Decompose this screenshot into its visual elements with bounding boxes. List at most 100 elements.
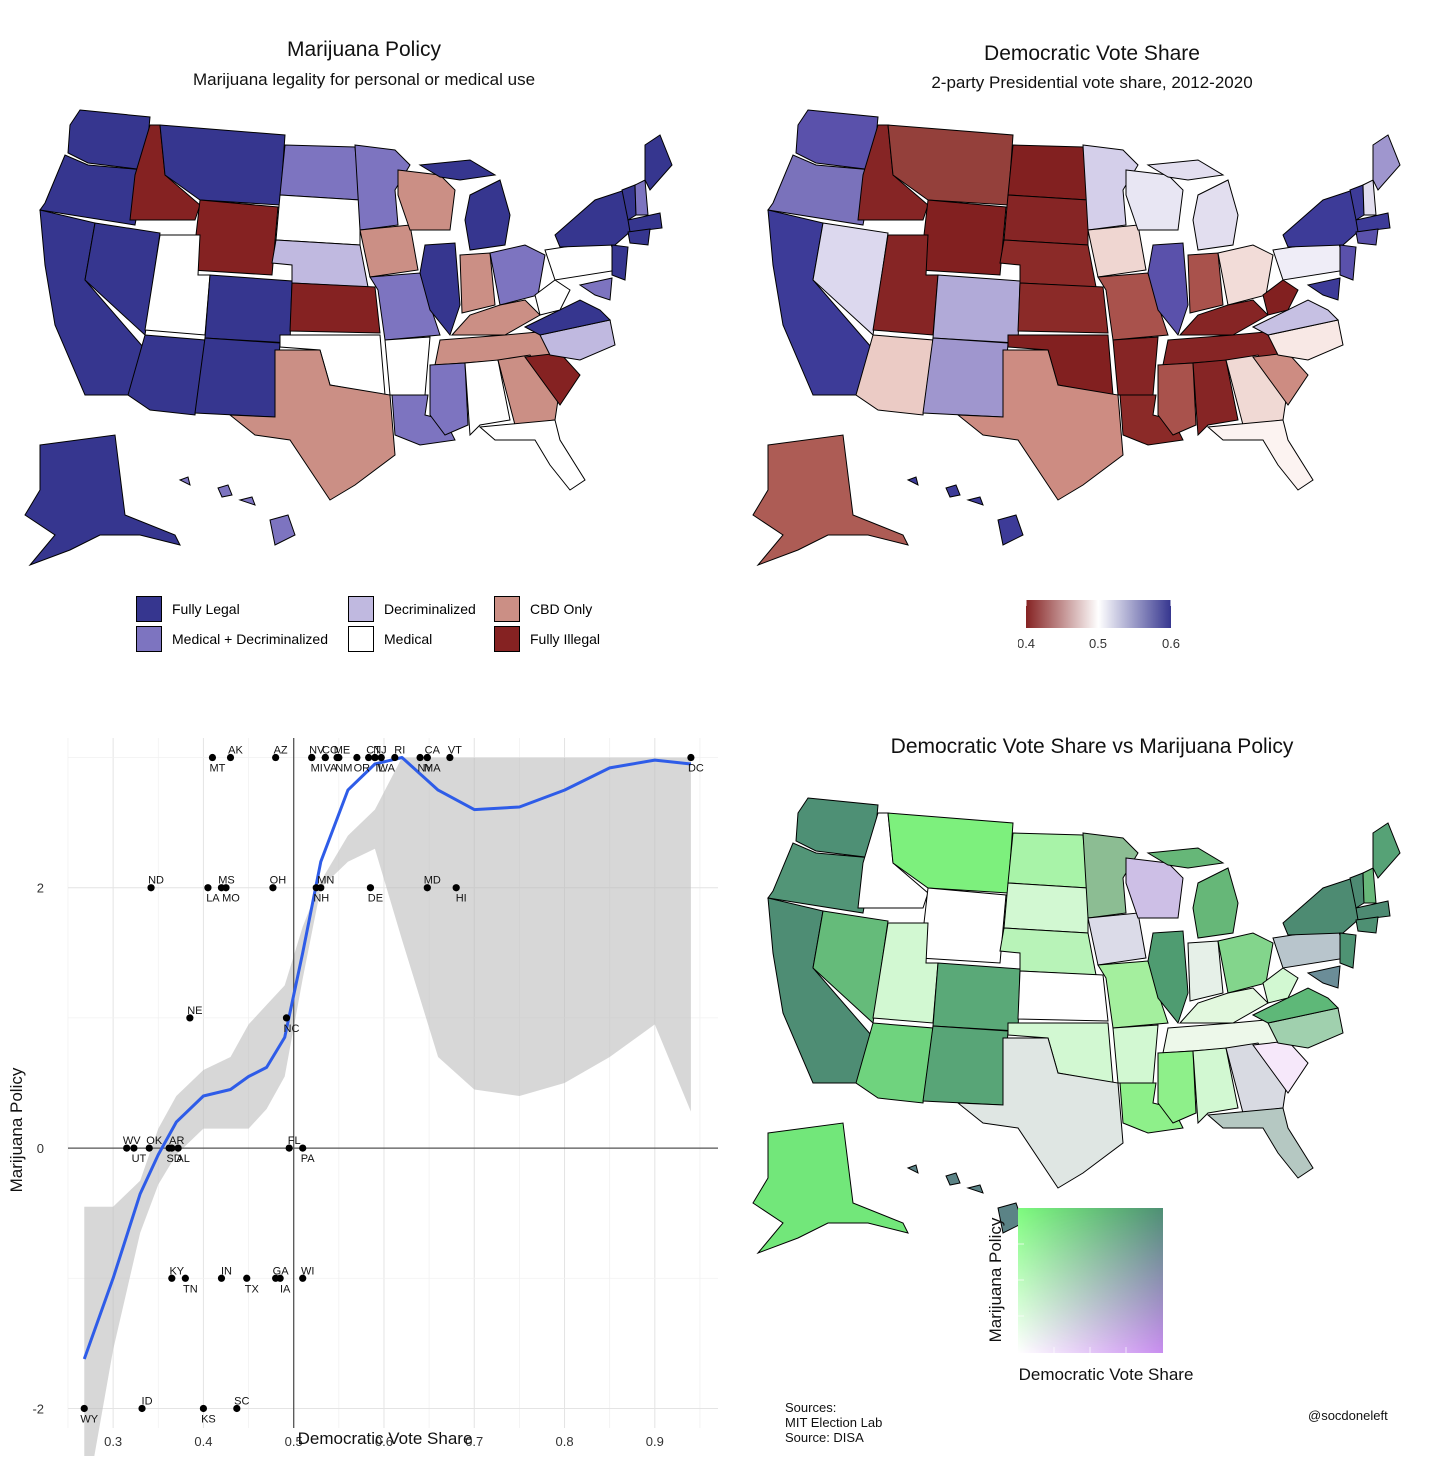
state-sd [1003,194,1089,246]
state-wa [795,109,879,171]
data-point [243,1274,251,1282]
state-ny [1282,877,1361,936]
sources-line: Sources: [785,1400,837,1415]
state-ne [271,239,369,288]
us-map-bivariate [752,797,1401,1255]
legend-swatch [494,596,520,622]
point-label: MA [424,763,441,775]
state-mt [887,812,1014,894]
state-wi [1125,857,1184,919]
data-point [130,1144,138,1152]
state-va [1251,987,1340,1024]
bivariate-legend: Marijuana Policy Democratic Vote Share [986,1208,1194,1384]
state-ct [627,228,651,246]
state-va [523,299,612,336]
state-nh [1362,867,1377,904]
state-ak [752,434,909,567]
x-tick-label: 0.4 [194,1434,212,1449]
state-hi [906,1164,1024,1234]
state-sc [1252,1040,1309,1094]
point-label: SC [234,1395,249,1407]
state-hi [906,476,1024,546]
state-nd [279,144,361,201]
point-label: DE [368,893,383,905]
legend-item: Medical + Decriminalized [136,624,328,654]
panel-subtitle: Marijuana legality for personal or medic… [192,70,536,89]
point-label: NM [335,763,352,775]
data-point [377,753,385,762]
point-label: IN [221,1265,232,1277]
state-va [1251,299,1340,336]
state-nj [1339,932,1357,969]
data-point [181,1274,189,1282]
point-label: MS [218,875,235,887]
point-label: NC [284,1023,300,1035]
state-me [1372,822,1401,879]
state-ar [384,336,431,396]
state-ga [497,354,559,426]
state-az [855,334,934,416]
data-point [147,884,155,892]
state-ct [1355,228,1379,246]
state-in [459,252,496,314]
data-point [333,753,341,762]
panel-subtitle: 2-party Presidential vote share, 2012-20… [931,73,1253,92]
state-nm [922,337,1009,418]
legend-label: Fully Illegal [530,631,601,647]
state-ga [1225,1042,1287,1114]
state-mt [887,124,1014,206]
x-tick-label: 0.3 [104,1434,122,1449]
state-il [1147,930,1189,1025]
state-oh [1217,932,1274,994]
point-label: MN [317,875,334,887]
smooth-line-layer [82,756,692,1360]
state-co [204,274,293,344]
y-axis-title: Marijuana Policy [7,1067,26,1192]
state-sd [275,194,361,246]
x-tick-label: 0.6 [375,1434,393,1449]
x-tick-label: 0.8 [555,1434,573,1449]
state-md [1306,277,1341,301]
state-md [1306,965,1341,989]
state-ar [1112,336,1159,396]
state-nj [1339,244,1357,281]
data-point [423,884,431,892]
legend-item: Medical [348,624,432,654]
point-label: TX [245,1283,260,1295]
point-label: NY [417,763,433,775]
point-label: HI [456,893,467,905]
point-label: CT [366,745,381,757]
state-wy [919,887,1007,964]
data-point [446,753,454,762]
point-label: FL [288,1135,301,1147]
y-tick-label: 2 [37,881,44,896]
state-al [1192,359,1239,437]
data-point [308,753,316,762]
point-label: TN [183,1283,198,1295]
state-ms [1157,1050,1197,1124]
state-sc [524,352,581,406]
data-point [285,1144,293,1152]
legend-swatch [494,626,520,652]
state-mi [1192,179,1239,251]
state-wa [67,109,151,171]
point-label: SD [166,1153,181,1165]
x-tick-label: 0.7 [465,1434,483,1449]
sources-note: Sources: MIT Election Lab Source: DISA [785,1400,882,1445]
state-mi-up [418,159,497,181]
point-label: CO [322,745,339,757]
state-nm [194,337,281,418]
state-ma [627,212,663,233]
point-label: MI [311,763,323,775]
vote-share-colorbar: 0.4 0.5 0.6 [1018,600,1180,651]
state-nh [1362,179,1377,216]
state-ks [1017,282,1109,334]
colorbar-tick-label: 0.4 [1018,636,1035,651]
legend-label: CBD Only [530,601,593,617]
data-point [299,1274,307,1282]
colorbar-tick-label: 0.5 [1089,636,1107,651]
panel-title: Marijuana Policy [286,38,442,61]
data-point [233,1404,241,1413]
legend-x-label: Democratic Vote Share [1019,1365,1194,1384]
